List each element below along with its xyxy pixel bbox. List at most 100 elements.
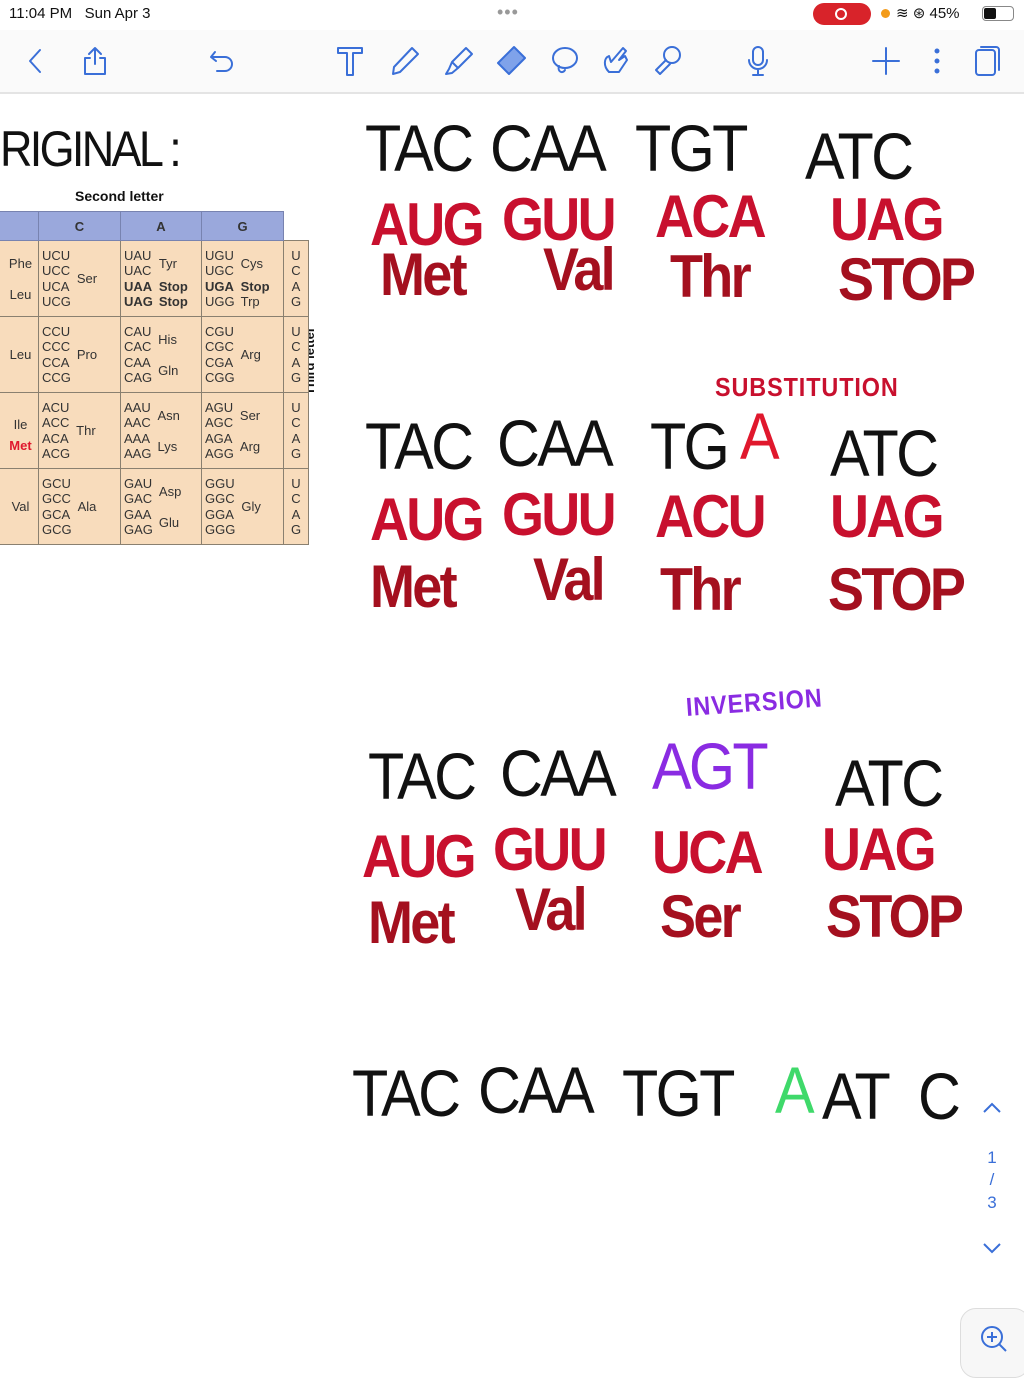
amino-acid: Ala <box>77 499 97 514</box>
inversion-label: INVERSION <box>684 682 824 722</box>
amino-acid: Cys <box>240 255 264 271</box>
dna-codon: CAA <box>490 111 607 185</box>
third-letter: U <box>291 475 301 491</box>
dna-codon: CAA <box>497 406 614 480</box>
page-current: 1 <box>987 1148 997 1167</box>
inserted-base: A <box>775 1053 815 1127</box>
codon: UGG <box>205 294 235 309</box>
amino-acid: Ser <box>76 271 98 286</box>
codon: AAG <box>124 446 152 461</box>
amino-acid: STOP <box>828 556 966 623</box>
codon: AGG <box>205 446 234 461</box>
undo-icon[interactable] <box>205 44 239 78</box>
amino-acid: Stop <box>158 294 188 309</box>
codon: UCG <box>42 294 71 309</box>
highlighter-icon[interactable] <box>442 44 476 78</box>
codon: GCA <box>42 506 71 522</box>
header-c: C <box>38 211 121 241</box>
third-letter: C <box>291 491 301 506</box>
dna-codon: ATC <box>830 416 939 490</box>
third-letter: A <box>291 430 301 446</box>
amino-acid: Val <box>11 499 30 514</box>
original-heading: RIGINAL : <box>0 121 182 177</box>
amino-acid: Stop <box>158 278 188 294</box>
codon: CAA <box>124 354 151 370</box>
microphone-icon[interactable] <box>741 44 775 78</box>
codon: AAC <box>124 415 151 430</box>
amino-acid: Thr <box>670 243 752 310</box>
codon: ACC <box>42 415 70 430</box>
third-letter: C <box>291 263 301 278</box>
amino-acid: Met <box>380 241 468 308</box>
third-letter: A <box>291 278 301 294</box>
amino-acid: Lys <box>157 438 178 454</box>
multitasking-dots-icon[interactable]: ••• <box>497 2 519 22</box>
page-separator: / <box>989 1170 995 1189</box>
amino-acid: Asp <box>158 483 182 499</box>
amino-acid: Val <box>543 236 616 303</box>
mrna-codon: GUU <box>502 186 617 253</box>
amino-acid: His <box>158 331 177 347</box>
third-letter: G <box>290 446 302 461</box>
second-letter-label: Second letter <box>75 188 164 204</box>
amino-acid: Thr <box>76 423 96 438</box>
mrna-codon: UCA <box>652 819 764 886</box>
codon: CAC <box>124 339 152 354</box>
hand-pointer-icon[interactable] <box>599 44 633 78</box>
dna-codon: AT <box>822 1059 891 1133</box>
page-down-chevron-icon[interactable] <box>980 1240 1004 1260</box>
first-col-cell: Leu <box>0 316 39 393</box>
lasso-icon[interactable] <box>547 44 581 78</box>
codon: GGA <box>205 506 234 522</box>
back-chevron-icon[interactable] <box>18 44 52 78</box>
amino-acid: Thr <box>660 556 742 623</box>
amino-acid: Phe <box>8 255 33 271</box>
pen-icon[interactable] <box>388 44 422 78</box>
codon: CGA <box>205 354 234 370</box>
toolbar <box>0 30 1024 94</box>
mrna-codon: AUG <box>362 823 477 890</box>
status-bar: 11:04 PM Sun Apr 3 ••• ≋ ⊛ 45% <box>0 0 1024 28</box>
codon-cell-c: ACU ACC ACA ACG Thr <box>38 392 121 469</box>
amino-acid: Asn <box>157 407 180 423</box>
page-up-chevron-icon[interactable] <box>980 1100 1004 1120</box>
page-total: 3 <box>987 1193 997 1212</box>
amino-acid: Tyr <box>158 255 177 271</box>
codon-table: C A G Phe Leu UCU UCC UCA UCG Ser UAU UAC UAA UAG T… <box>0 211 309 545</box>
amino-acid: Gly <box>241 499 261 514</box>
codon: UAA <box>124 278 153 294</box>
screen-recording-icon[interactable] <box>813 3 871 25</box>
codon-cell-c: CCU CCC CCA CCG Pro <box>38 316 121 393</box>
dna-codon: CAA <box>478 1053 595 1127</box>
share-icon[interactable] <box>78 44 112 78</box>
zoom-in-button[interactable] <box>960 1308 1024 1378</box>
text-tool-icon[interactable] <box>333 44 367 78</box>
laser-pointer-icon[interactable] <box>650 44 684 78</box>
codon: GAU <box>124 475 153 491</box>
codon-row: Leu CCU CCC CCA CCG Pro CAU CAC CAA CAG His Gln CGU C… <box>0 316 309 393</box>
mrna-codon: UAG <box>830 483 945 550</box>
amino-acid: Val <box>533 546 606 613</box>
codon: ACU <box>42 399 70 415</box>
third-letter: A <box>291 506 301 522</box>
pages-icon[interactable] <box>971 44 1005 78</box>
codon: GCU <box>42 475 71 491</box>
battery-percent: 45% <box>929 5 960 22</box>
mrna-codon: ACA <box>655 183 767 250</box>
codon: GGU <box>205 475 235 491</box>
amino-acid: STOP <box>838 246 976 313</box>
status-time: 11:04 PM Sun Apr 3 <box>9 5 151 22</box>
more-icon[interactable] <box>920 44 954 78</box>
first-col-cell: Phe Leu <box>0 240 39 317</box>
dna-codon: ATC <box>805 119 914 193</box>
header-a: A <box>120 211 202 241</box>
codon: AAA <box>124 430 151 446</box>
amino-acid: Met <box>368 889 456 956</box>
add-icon[interactable] <box>869 44 903 78</box>
eraser-icon[interactable] <box>494 44 528 78</box>
third-letter: U <box>291 323 301 339</box>
codon-cell-a: AAU AAC AAA AAG Asn Lys <box>120 392 202 469</box>
